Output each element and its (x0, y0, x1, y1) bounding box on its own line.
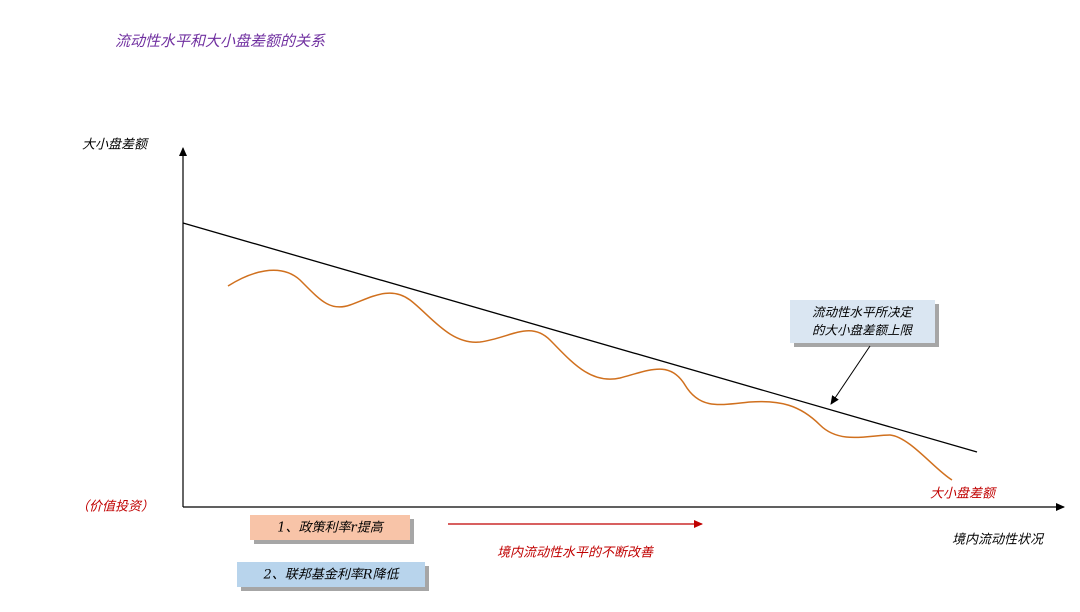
callout-text: 流动性水平所决定 (812, 305, 914, 320)
callout-text: 的大小盘差额上限 (812, 323, 914, 338)
curve-label: 大小盘差额 (930, 486, 997, 502)
factor-text: 2、联邦基金利率R降低 (262, 567, 400, 583)
y-axis-label: 大小盘差额 (82, 137, 149, 153)
spread-curve (227, 269, 953, 481)
callout-arrow (830, 345, 871, 405)
y-axis-note: （价值投资） (76, 499, 154, 515)
upper-limit-line (182, 222, 978, 453)
arrow-label: 境内流动性水平的不断改善 (497, 546, 654, 561)
title: 流动性水平和大小盘差额的关系 (115, 32, 326, 50)
factor-box (237, 562, 425, 587)
callout-box (790, 300, 935, 343)
x-axis-label: 境内流动性状况 (952, 533, 1045, 548)
factor-box (250, 515, 410, 540)
factor-text: 1、政策利率r提高 (277, 520, 384, 536)
